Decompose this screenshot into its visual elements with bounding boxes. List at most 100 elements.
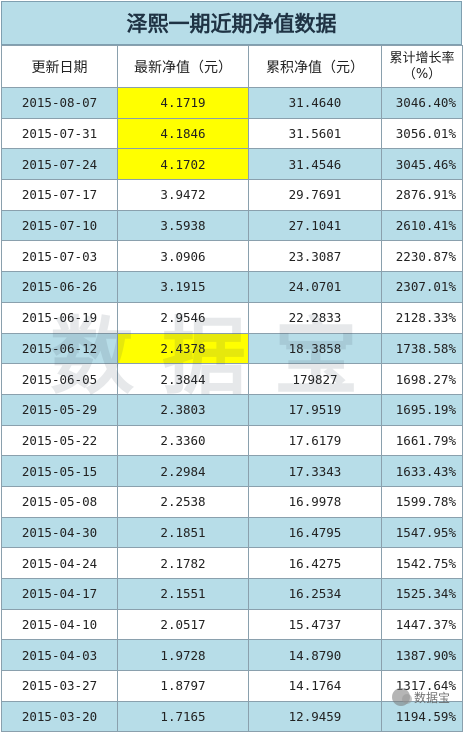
cell-cum-nav: 14.1764 bbox=[248, 670, 382, 702]
table-row: 2015-05-08 2.2538 16.9978 1599.78% bbox=[1, 485, 463, 518]
cell-nav: 3.5938 bbox=[117, 209, 249, 242]
cell-date: 2015-03-27 bbox=[1, 670, 118, 702]
cell-cum-nav: 18.3858 bbox=[248, 332, 382, 365]
cell-nav: 1.9728 bbox=[117, 639, 249, 672]
cell-date: 2015-07-03 bbox=[1, 240, 118, 273]
cell-date: 2015-04-03 bbox=[1, 639, 118, 672]
table-title: 泽熙一期近期净值数据 bbox=[1, 1, 462, 45]
cell-date: 2015-04-17 bbox=[1, 578, 118, 610]
header-growth: 累计增长率（%） bbox=[381, 45, 463, 88]
cell-date: 2015-06-26 bbox=[1, 271, 118, 303]
cell-date: 2015-07-17 bbox=[1, 179, 118, 211]
brand-label: 数据宝 bbox=[413, 690, 450, 705]
wechat-icon bbox=[391, 688, 412, 706]
nav-table: 更新日期 最新净值（元） 累积净值（元） 累计增长率（%） 2015-08-07… bbox=[1, 45, 463, 732]
cell-growth: 1633.43% bbox=[381, 455, 463, 487]
cell-date: 2015-05-29 bbox=[1, 393, 118, 426]
table-body: 2015-08-07 4.1719 31.4640 3046.40% 2015-07-3… bbox=[1, 87, 463, 732]
cell-cum-nav: 17.9519 bbox=[248, 393, 382, 426]
cell-date: 2015-06-19 bbox=[1, 301, 118, 334]
cell-date: 2015-05-15 bbox=[1, 455, 118, 487]
cell-growth: 2610.41% bbox=[381, 209, 463, 242]
cell-nav: 4.1846 bbox=[117, 117, 249, 150]
cell-nav: 3.0906 bbox=[117, 240, 249, 273]
cell-cum-nav: 17.3343 bbox=[248, 455, 382, 487]
table-row: 2015-06-12 2.4378 18.3858 1738.58% bbox=[1, 332, 463, 365]
cell-cum-nav: 22.2833 bbox=[248, 301, 382, 334]
cell-growth: 3046.40% bbox=[381, 87, 463, 119]
cell-growth: 2230.87% bbox=[381, 240, 463, 273]
cell-nav: 2.3844 bbox=[117, 363, 249, 395]
table-row: 2015-07-24 4.1702 31.4546 3045.46% bbox=[1, 148, 463, 181]
cell-date: 2015-05-08 bbox=[1, 485, 118, 518]
cell-date: 2015-04-24 bbox=[1, 547, 118, 579]
table-row: 2015-06-26 3.1915 24.0701 2307.01% bbox=[1, 271, 463, 303]
header-cum-nav: 累积净值（元） bbox=[248, 45, 382, 88]
table-row: 2015-08-07 4.1719 31.4640 3046.40% bbox=[1, 87, 463, 119]
cell-cum-nav: 16.4795 bbox=[248, 516, 382, 549]
table-row: 2015-07-03 3.0906 23.3087 2230.87% bbox=[1, 240, 463, 273]
header-row: 更新日期 最新净值（元） 累积净值（元） 累计增长率（%） bbox=[1, 45, 463, 88]
table-row: 2015-07-31 4.1846 31.5601 3056.01% bbox=[1, 117, 463, 150]
cell-cum-nav: 15.4737 bbox=[248, 608, 382, 641]
cell-date: 2015-08-07 bbox=[1, 87, 118, 119]
cell-nav: 2.3803 bbox=[117, 393, 249, 426]
cell-cum-nav: 29.7691 bbox=[248, 179, 382, 211]
cell-growth: 1738.58% bbox=[381, 332, 463, 365]
table-row: 2015-06-05 2.3844 179827 1698.27% bbox=[1, 363, 463, 395]
cell-nav: 4.1719 bbox=[117, 87, 249, 119]
header-date: 更新日期 bbox=[1, 45, 118, 88]
cell-cum-nav: 23.3087 bbox=[248, 240, 382, 273]
cell-growth: 3045.46% bbox=[381, 148, 463, 181]
cell-growth: 2128.33% bbox=[381, 301, 463, 334]
cell-growth: 2876.91% bbox=[381, 179, 463, 211]
cell-growth: 1599.78% bbox=[381, 485, 463, 518]
cell-cum-nav: 31.4546 bbox=[248, 148, 382, 181]
cell-cum-nav: 24.0701 bbox=[248, 271, 382, 303]
cell-date: 2015-07-10 bbox=[1, 209, 118, 242]
cell-nav: 2.1551 bbox=[117, 578, 249, 610]
cell-nav: 2.3360 bbox=[117, 424, 249, 457]
table-row: 2015-04-10 2.0517 15.4737 1447.37% bbox=[1, 608, 463, 641]
table-row: 2015-07-17 3.9472 29.7691 2876.91% bbox=[1, 179, 463, 211]
table-row: 2015-05-15 2.2984 17.3343 1633.43% bbox=[1, 455, 463, 487]
cell-nav: 2.4378 bbox=[117, 332, 249, 365]
cell-date: 2015-04-10 bbox=[1, 608, 118, 641]
table-row: 2015-05-29 2.3803 17.9519 1695.19% bbox=[1, 393, 463, 426]
cell-nav: 2.2538 bbox=[117, 485, 249, 518]
cell-nav: 2.1782 bbox=[117, 547, 249, 579]
table-row: 2015-04-30 2.1851 16.4795 1547.95% bbox=[1, 516, 463, 549]
brand-mark: 数据宝 bbox=[391, 688, 450, 706]
cell-cum-nav: 27.1041 bbox=[248, 209, 382, 242]
cell-nav: 3.1915 bbox=[117, 271, 249, 303]
cell-nav: 2.1851 bbox=[117, 516, 249, 549]
cell-cum-nav: 31.4640 bbox=[248, 87, 382, 119]
table-row: 2015-04-03 1.9728 14.8790 1387.90% bbox=[1, 639, 463, 672]
cell-cum-nav: 179827 bbox=[248, 363, 382, 395]
cell-growth: 1547.95% bbox=[381, 516, 463, 549]
cell-date: 2015-07-24 bbox=[1, 148, 118, 181]
cell-nav: 4.1702 bbox=[117, 148, 249, 181]
cell-nav: 2.0517 bbox=[117, 608, 249, 641]
table-row: 2015-06-19 2.9546 22.2833 2128.33% bbox=[1, 301, 463, 334]
cell-growth: 1447.37% bbox=[381, 608, 463, 641]
table-row: 2015-04-24 2.1782 16.4275 1542.75% bbox=[1, 547, 463, 579]
table-row: 2015-03-27 1.8797 14.1764 1317.64% bbox=[1, 670, 463, 702]
cell-cum-nav: 14.8790 bbox=[248, 639, 382, 672]
cell-growth: 1698.27% bbox=[381, 363, 463, 395]
cell-cum-nav: 12.9459 bbox=[248, 700, 382, 732]
table-row: 2015-07-10 3.5938 27.1041 2610.41% bbox=[1, 209, 463, 242]
cell-nav: 1.7165 bbox=[117, 700, 249, 732]
cell-growth: 1661.79% bbox=[381, 424, 463, 457]
table-row: 2015-05-22 2.3360 17.6179 1661.79% bbox=[1, 424, 463, 457]
cell-nav: 2.9546 bbox=[117, 301, 249, 334]
cell-cum-nav: 31.5601 bbox=[248, 117, 382, 150]
cell-date: 2015-06-12 bbox=[1, 332, 118, 365]
cell-cum-nav: 16.4275 bbox=[248, 547, 382, 579]
cell-date: 2015-05-22 bbox=[1, 424, 118, 457]
cell-cum-nav: 16.2534 bbox=[248, 578, 382, 610]
table-row: 2015-04-17 2.1551 16.2534 1525.34% bbox=[1, 578, 463, 610]
cell-date: 2015-04-30 bbox=[1, 516, 118, 549]
cell-growth: 1695.19% bbox=[381, 393, 463, 426]
